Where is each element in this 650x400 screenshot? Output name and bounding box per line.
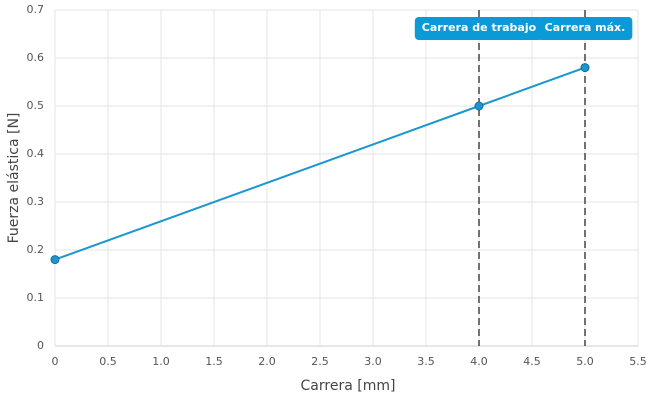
x-axis-title: Carrera [mm] [301, 378, 396, 394]
x-tick-label: 0 [52, 355, 59, 368]
x-tick-label: 4.5 [523, 355, 541, 368]
y-tick-label: 0.2 [27, 243, 45, 256]
x-tick-label: 0.5 [99, 355, 117, 368]
annotation-label: Carrera máx. [545, 21, 626, 34]
x-tick-label: 5.5 [629, 355, 647, 368]
y-tick-label: 0.5 [27, 99, 45, 112]
y-tick-label: 0.7 [27, 3, 45, 16]
annotation-box [414, 17, 544, 40]
x-tick-label: 3.0 [364, 355, 382, 368]
x-tick-label: 3.5 [417, 355, 435, 368]
point [474, 101, 484, 111]
annotation: Carrera máx. [537, 17, 633, 40]
annotation-label: Carrera de trabajo [422, 21, 537, 34]
y-tick-label: 0.1 [27, 291, 45, 304]
y-tick-label: 0.6 [27, 51, 45, 64]
point [580, 63, 590, 73]
annotation: Carrera de trabajo [414, 17, 544, 40]
x-tick-label: 2.5 [311, 355, 329, 368]
x-tick-label: 4.0 [470, 355, 488, 368]
x-tick-label: 2.0 [258, 355, 276, 368]
x-tick-label: 1.5 [205, 355, 223, 368]
y-axis-title: Fuerza elástica [N] [6, 113, 22, 244]
y-tick-label: 0 [37, 339, 44, 352]
annotation-box [537, 17, 633, 40]
y-tick-label: 0.4 [27, 147, 45, 160]
x-tick-label: 5.0 [576, 355, 594, 368]
y-tick-label: 0.3 [27, 195, 45, 208]
x-tick-label: 1.0 [152, 355, 170, 368]
point [50, 255, 60, 265]
